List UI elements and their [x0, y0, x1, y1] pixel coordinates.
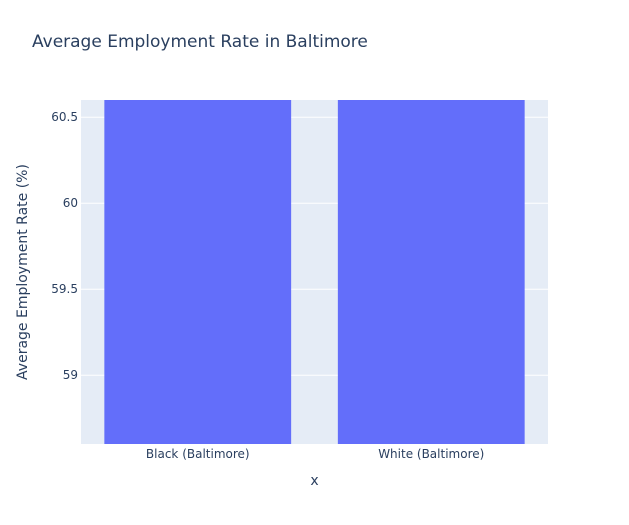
- y-tick-label: 59: [63, 368, 78, 382]
- y-tick-label: 60: [63, 196, 78, 210]
- bar: [104, 100, 292, 444]
- y-tick-label: 60.5: [51, 110, 78, 124]
- x-axis-title: x: [310, 473, 318, 489]
- bar: [337, 100, 525, 444]
- x-tick-label: White (Baltimore): [378, 447, 484, 461]
- x-tick-label: Black (Baltimore): [146, 447, 250, 461]
- y-axis-title: Average Employment Rate (%): [15, 164, 31, 380]
- y-tick-label: 59.5: [51, 282, 78, 296]
- y-tick-labels: 59 59.5 60 60.5: [51, 110, 78, 382]
- bars: [104, 100, 525, 444]
- x-tick-labels: Black (Baltimore) White (Baltimore): [146, 447, 484, 461]
- chart-title: Average Employment Rate in Baltimore: [32, 32, 368, 52]
